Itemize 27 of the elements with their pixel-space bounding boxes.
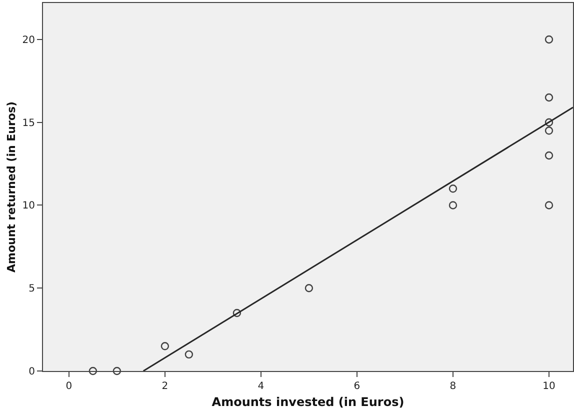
point (544, 35, 554, 44)
y-axis-title: Amount returned (in Euros) (4, 101, 18, 273)
x-tick-label: 0 (66, 381, 72, 392)
point (160, 342, 170, 350)
y-tick-label: 5 (28, 284, 35, 295)
point (544, 126, 554, 135)
point (112, 366, 122, 376)
x-tick-label: 8 (450, 381, 456, 392)
point (544, 118, 554, 126)
x-tick-label: 6 (354, 381, 360, 392)
y-tick-label: 15 (22, 118, 35, 129)
point (88, 366, 98, 376)
y-tick-label: 0 (28, 366, 35, 378)
y-tick-label: 10 (22, 200, 35, 212)
x-tick-label: 2 (162, 381, 168, 392)
point (544, 151, 554, 160)
point (184, 350, 194, 359)
x-tick-label: 4 (258, 381, 264, 392)
x-axis-title: Amounts invested (in Euros) (212, 394, 404, 409)
y-tick-label: 20 (22, 34, 35, 46)
point (544, 93, 554, 102)
point (448, 184, 458, 193)
point (448, 201, 458, 210)
x-tick-label: 10 (542, 381, 556, 392)
point (304, 284, 314, 292)
point (232, 308, 242, 318)
point (544, 201, 554, 210)
